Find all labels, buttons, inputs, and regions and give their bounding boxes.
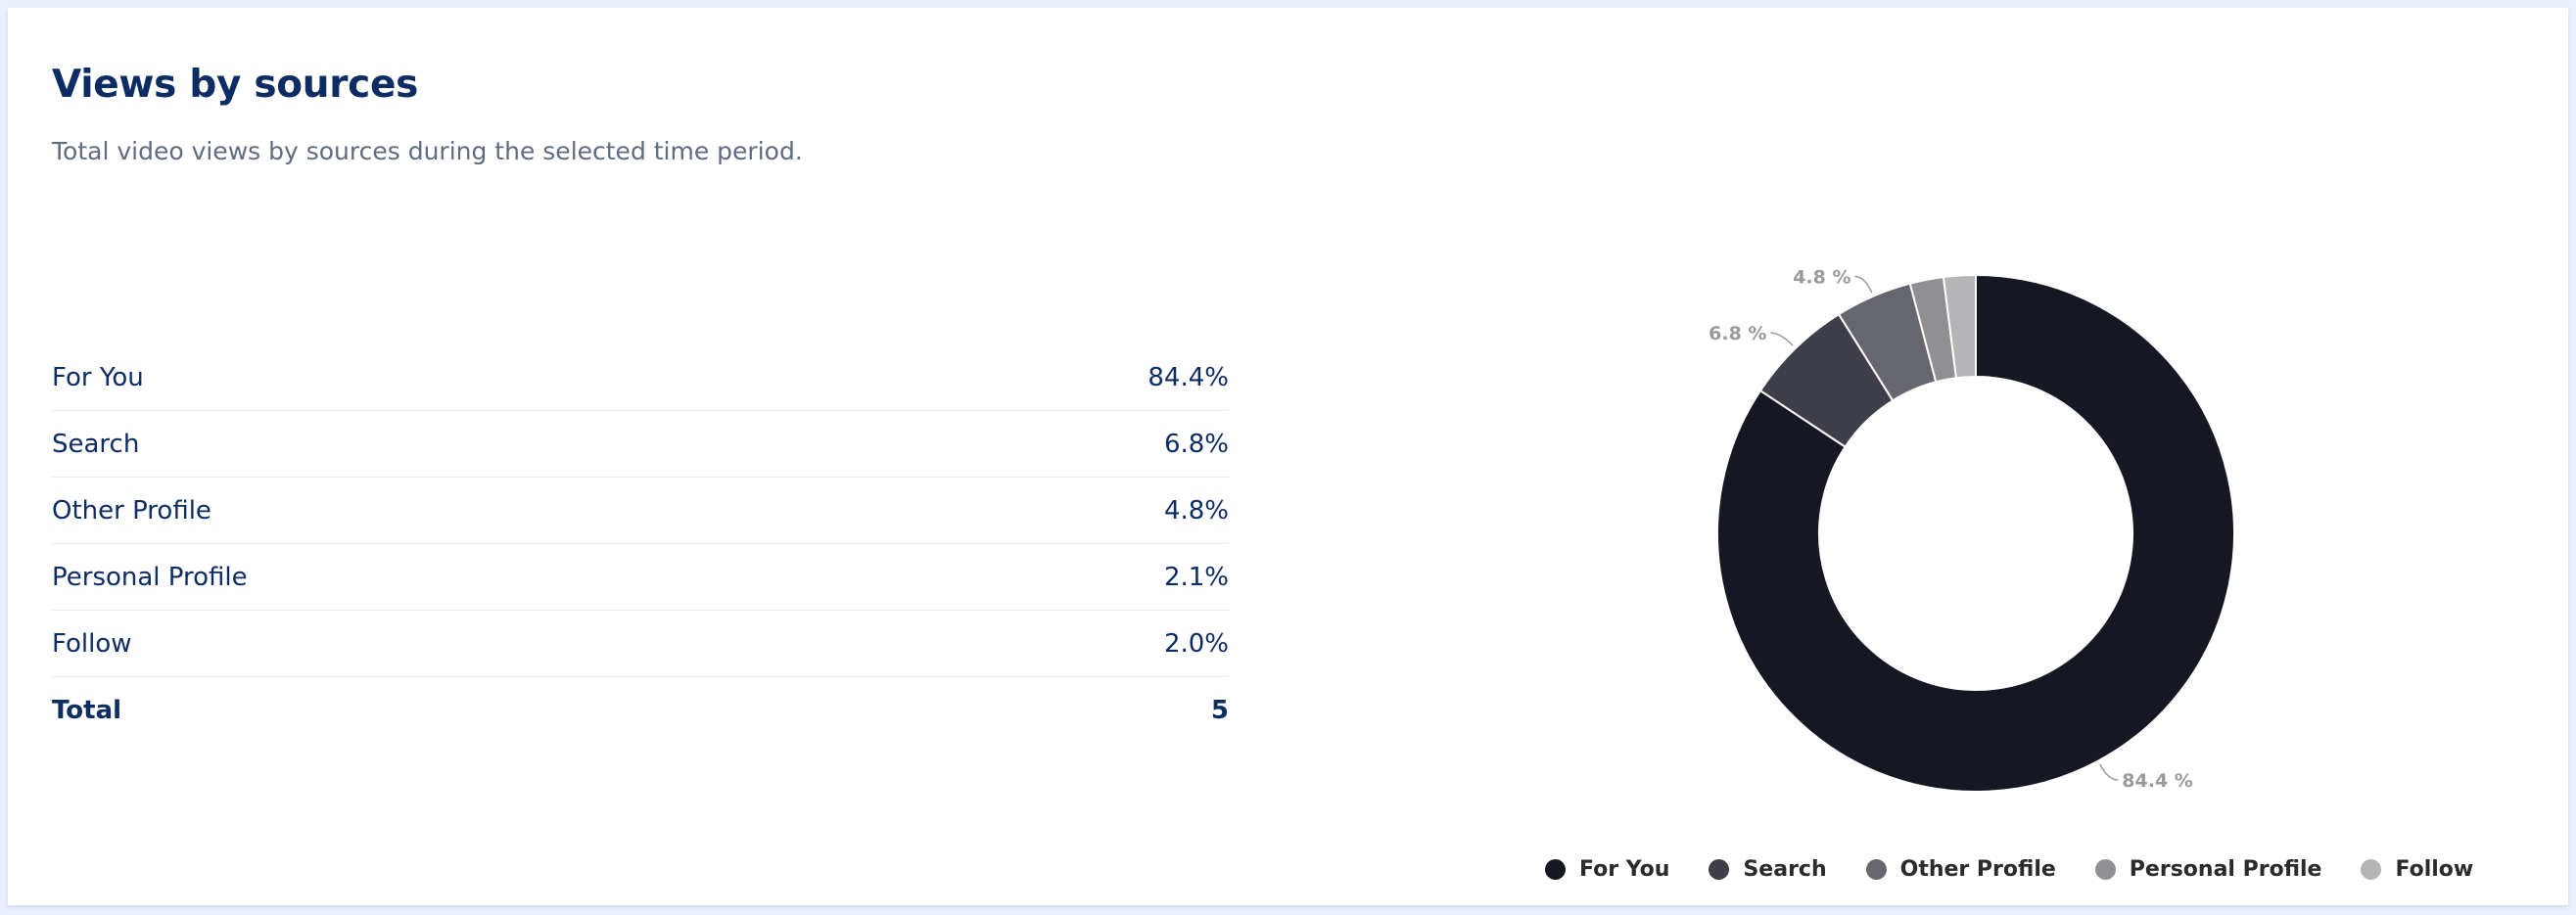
- source-label: Search: [52, 429, 140, 459]
- source-value: 84.4%: [1147, 362, 1229, 392]
- source-value: 2.0%: [1163, 628, 1229, 659]
- legend-label: Search: [1743, 856, 1827, 882]
- sources-table: For You 84.4% Search 6.8% Other Profile …: [52, 344, 1229, 743]
- legend-label: Follow: [2395, 856, 2474, 882]
- legend-item-follow[interactable]: Follow: [2361, 857, 2473, 882]
- source-value: 2.1%: [1163, 562, 1229, 592]
- legend-dot-icon: [1545, 858, 1566, 880]
- source-value: 6.8%: [1163, 429, 1229, 459]
- chart-legend: For You Search Other Profile Personal Profi…: [1545, 851, 2512, 887]
- table-total-row: Total 5: [52, 677, 1229, 743]
- card-title: Views by sources: [52, 63, 419, 107]
- legend-item-other-profile[interactable]: Other Profile: [1865, 856, 2056, 882]
- table-row: Follow 2.0%: [52, 611, 1229, 677]
- source-label: For You: [52, 362, 144, 392]
- table-row: Search 6.8%: [52, 411, 1229, 478]
- data-label-connector: [1770, 332, 1794, 346]
- donut-chart: 84.4 % 6.8 % 4.8 %: [1709, 266, 2235, 793]
- total-label: Total: [52, 695, 122, 725]
- legend-label: Personal Profile: [2129, 856, 2322, 882]
- table-row: Personal Profile 2.1%: [52, 544, 1229, 611]
- card-subtitle: Total video views by sources during the …: [52, 137, 803, 165]
- source-label: Follow: [52, 628, 132, 659]
- legend-label: For You: [1579, 856, 1670, 882]
- donut-slice-follow[interactable]: [1942, 273, 1977, 380]
- data-label-connector: [2099, 763, 2119, 781]
- total-value: 5: [1210, 695, 1229, 725]
- legend-item-personal-profile[interactable]: Personal Profile: [2094, 856, 2322, 882]
- source-value: 4.8%: [1163, 495, 1229, 526]
- legend-dot-icon: [2094, 858, 2116, 880]
- source-label: Other Profile: [52, 495, 211, 526]
- legend-item-for-you[interactable]: For You: [1545, 857, 1669, 882]
- views-by-sources-card: Views by sources Total video views by so…: [8, 8, 2568, 905]
- table-row: For You 84.4%: [52, 344, 1229, 411]
- legend-dot-icon: [2361, 858, 2382, 880]
- legend-item-search[interactable]: Search: [1709, 856, 1827, 882]
- data-label: 4.8 %: [1793, 266, 1850, 288]
- source-label: Personal Profile: [52, 562, 248, 592]
- data-label: 84.4 %: [2122, 770, 2193, 792]
- legend-dot-icon: [1865, 858, 1887, 880]
- data-label: 6.8 %: [1709, 323, 1766, 344]
- table-row: Other Profile 4.8%: [52, 478, 1229, 544]
- legend-label: Other Profile: [1899, 856, 2056, 882]
- data-label-connector: [1854, 275, 1873, 294]
- donut-slice-for-you[interactable]: [1716, 273, 2235, 793]
- legend-dot-icon: [1709, 858, 1730, 880]
